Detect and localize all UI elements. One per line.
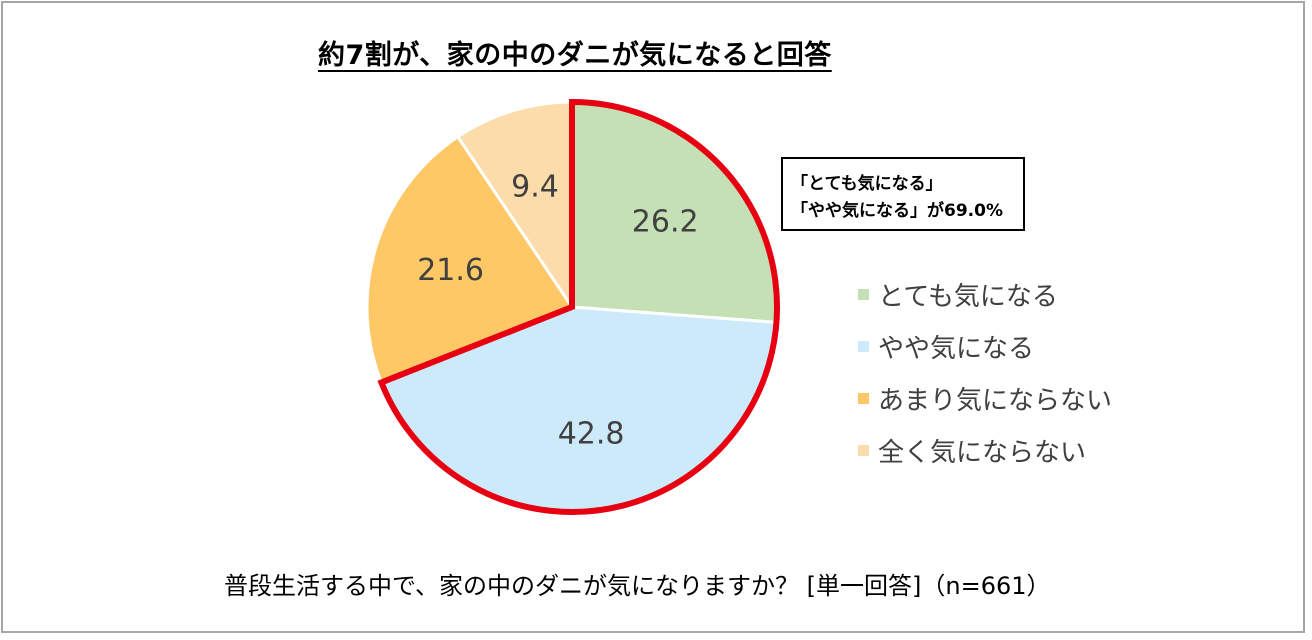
callout-line-2: 「やや気になる」が69.0% <box>791 201 1003 221</box>
pie-data-labels: 26.2 42.8 21.6 9.4 <box>417 169 698 451</box>
pie-data-label-3: 9.4 <box>511 169 559 204</box>
legend-swatch <box>858 444 869 456</box>
legend-item-yaya: やや気になる <box>858 320 1112 372</box>
legend-label: とても気になる <box>878 281 1058 312</box>
legend-label: あまり気にならない <box>878 385 1113 416</box>
pie-slices <box>365 100 779 514</box>
highlight-outline <box>377 98 780 515</box>
pie-data-label-0: 26.2 <box>632 205 699 240</box>
highlight-callout: 「とても気になる」 「やや気になる」が69.0% <box>781 157 1025 231</box>
legend: とても気になる やや気になる あまり気にならない 全く気にならない <box>858 268 1112 476</box>
legend-swatch <box>858 340 869 352</box>
question-caption: 普段生活する中で、家の中のダニが気になりますか？ [単一回答]（n=661） <box>224 572 1051 600</box>
legend-item-mattaku: 全く気にならない <box>858 424 1112 476</box>
legend-label: やや気になる <box>878 333 1035 364</box>
legend-label: 全く気にならない <box>878 437 1087 468</box>
legend-swatch <box>858 392 869 404</box>
pie-data-label-1: 42.8 <box>558 417 625 452</box>
legend-item-amari: あまり気にならない <box>858 372 1112 424</box>
pie-data-label-2: 21.6 <box>417 253 484 288</box>
pie-slice-3 <box>455 100 574 312</box>
pie-slice-2 <box>365 134 575 385</box>
callout-line-1: 「とても気になる」 <box>791 174 943 194</box>
chart-title: 約7割が、家の中のダニが気になると回答 <box>318 40 832 71</box>
legend-swatch <box>858 288 869 300</box>
legend-item-totemo: とても気になる <box>858 268 1112 320</box>
